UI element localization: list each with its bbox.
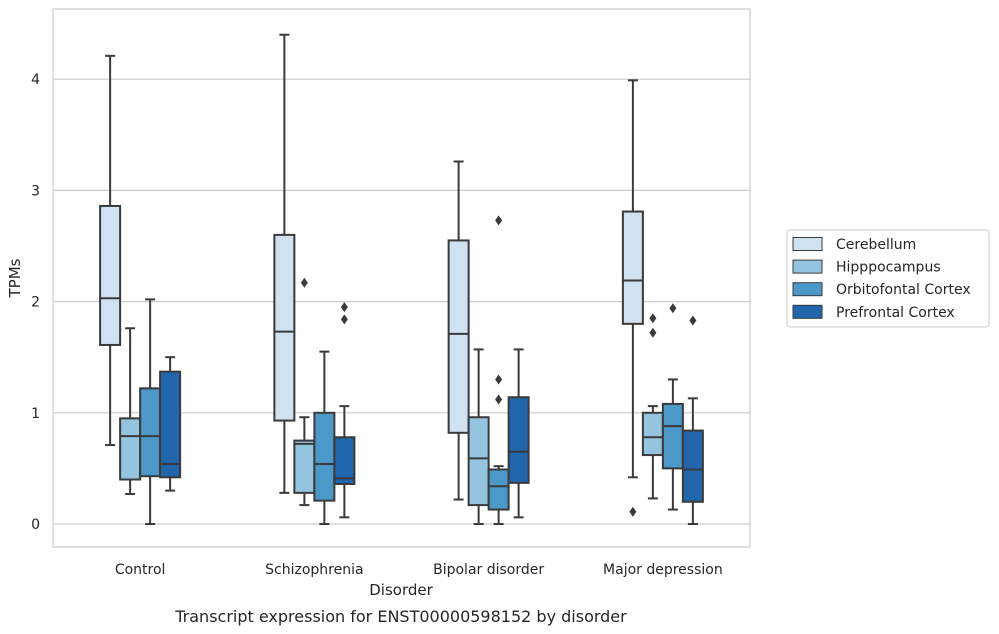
box-body xyxy=(119,417,142,481)
box-cerebellum-3 xyxy=(621,79,644,517)
box-body xyxy=(681,429,704,503)
box-body xyxy=(333,436,356,485)
box-orbitofontal-cortex-3 xyxy=(661,303,684,511)
box-prefrontal-cortex-2 xyxy=(507,348,530,519)
box-orbitofontal-cortex-1 xyxy=(313,350,336,525)
y-tick-label: 2 xyxy=(31,295,40,311)
legend-swatch xyxy=(792,259,823,274)
legend: Cerebellum Hipppocampus Orbitofontal Corte… xyxy=(786,229,990,328)
box-orbitofontal-cortex-0 xyxy=(139,298,162,525)
legend-frame xyxy=(786,229,990,328)
box-cerebellum-2 xyxy=(447,160,470,501)
outlier-point xyxy=(649,313,657,324)
x-tick-label: Schizophrenia xyxy=(265,562,363,578)
outlier-point xyxy=(649,327,657,338)
y-tick-label: 3 xyxy=(31,183,40,199)
box-body xyxy=(487,468,510,511)
x-axis-ticks: Control Schizophrenia Bipolar disorder Majo… xyxy=(115,562,723,578)
box-body xyxy=(159,370,182,479)
box-hipppocampus-2 xyxy=(467,348,490,525)
box-body xyxy=(507,396,530,484)
y-tick-label: 1 xyxy=(31,406,40,422)
legend-swatch xyxy=(792,282,823,297)
legend-entry-label: Prefrontal Cortex xyxy=(836,305,955,321)
box-body xyxy=(621,210,644,325)
outlier-point xyxy=(340,314,348,325)
outlier-point xyxy=(340,302,348,313)
box-cerebellum-0 xyxy=(99,54,122,447)
box-hipppocampus-1 xyxy=(293,277,316,507)
box-body xyxy=(293,439,316,494)
outlier-point xyxy=(689,315,697,326)
x-tick-label: Major depression xyxy=(603,562,723,578)
outlier-point xyxy=(300,277,308,288)
y-axis-title: TPMs xyxy=(6,258,24,298)
box-prefrontal-cortex-0 xyxy=(159,356,182,492)
outlier-point xyxy=(669,303,677,314)
box-body xyxy=(313,411,336,502)
x-tick-label: Control xyxy=(115,562,166,578)
chart-caption: Transcript expression for ENST0000059815… xyxy=(174,607,627,626)
box-orbitofontal-cortex-2 xyxy=(487,215,510,525)
outlier-point xyxy=(495,215,503,226)
box-body xyxy=(661,402,684,470)
legend-swatch xyxy=(792,237,823,251)
x-tick-label: Bipolar disorder xyxy=(433,562,544,578)
box-hipppocampus-3 xyxy=(641,313,664,500)
legend-entry-label: Hipppocampus xyxy=(836,260,941,276)
box-body xyxy=(273,233,296,422)
y-axis-ticks: 0 1 2 3 4 xyxy=(31,72,40,533)
box-body xyxy=(99,204,122,346)
y-tick-label: 0 xyxy=(31,517,40,533)
box-marks xyxy=(99,33,704,525)
outlier-point xyxy=(495,394,503,405)
x-axis-title: Disorder xyxy=(369,581,433,599)
y-tick-label: 4 xyxy=(31,72,40,88)
box-body xyxy=(467,416,490,507)
box-prefrontal-cortex-3 xyxy=(681,315,704,525)
box-body xyxy=(139,387,162,478)
box-body xyxy=(447,239,470,434)
plot-frame xyxy=(52,8,751,548)
outlier-point xyxy=(629,506,637,517)
outlier-point xyxy=(495,374,503,385)
box-cerebellum-1 xyxy=(273,33,296,494)
legend-entry-label: Cerebellum xyxy=(836,237,916,253)
box-body xyxy=(641,411,664,457)
legend-swatch xyxy=(792,304,823,319)
box-hipppocampus-0 xyxy=(119,327,142,495)
box-prefrontal-cortex-1 xyxy=(333,302,356,519)
legend-entry-label: Orbitofontal Cortex xyxy=(836,282,971,298)
